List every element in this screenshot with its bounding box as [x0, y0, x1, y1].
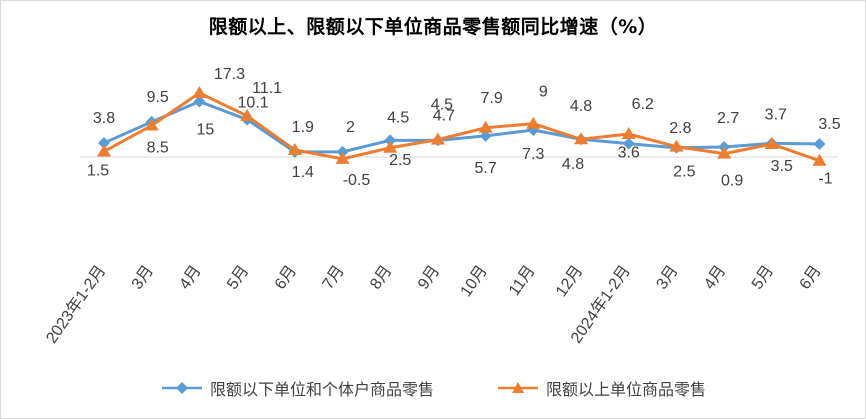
- legend-label-above-quota: 限额以上单位商品零售: [546, 380, 707, 399]
- triangle-marker-12: [621, 127, 636, 140]
- data-label-s1-16: 3.5: [818, 116, 840, 133]
- diamond-marker-7: [384, 134, 397, 147]
- x-tick-label-10: 11月: [506, 263, 539, 299]
- x-tick-label-14: 4月: [701, 263, 729, 293]
- x-tick-layer: 2023年1-2月 3月 4月 5月 6月 7月 8月 9月 10月 11月 12月2024年1-2…: [42, 262, 824, 347]
- triangle-marker-5: [287, 142, 302, 155]
- data-label-s2-6: -0.5: [343, 172, 371, 189]
- data-label-s2-12: 6.2: [632, 96, 654, 113]
- triangle-marker-2: [144, 118, 159, 131]
- data-label-s1-12: 3.6: [618, 145, 640, 162]
- diamond-marker-10: [527, 123, 540, 136]
- data-label-s2-1: 1.5: [87, 162, 109, 179]
- data-label-s2-5: 1.4: [292, 164, 314, 181]
- data-label-s2-3: 17.3: [214, 66, 245, 83]
- data-label-s2-15: 3.5: [771, 158, 793, 175]
- legend-label-below-quota: 限额以下单位和个体户商品零售: [209, 380, 434, 399]
- data-label-s2-8: 4.5: [431, 97, 453, 114]
- data-label-s2-13: 2.5: [673, 164, 695, 181]
- legend-item-below-quota: 限额以下单位和个体户商品零售: [160, 376, 434, 400]
- triangle-marker-10: [526, 116, 541, 129]
- chart-title: 限额以上、限额以下单位商品零售额同比增速（%）: [208, 16, 658, 38]
- data-label-s1-5: 1.9: [292, 119, 314, 136]
- diamond-marker-6: [336, 145, 349, 158]
- x-tick-label-1: 2023年1-2月: [42, 262, 109, 347]
- data-label-s1-15: 3.7: [765, 106, 787, 123]
- x-tick-label-13: 3月: [653, 263, 681, 293]
- x-tick-label-6: 7月: [320, 263, 348, 293]
- series-layer: [97, 85, 827, 166]
- triangle-marker-3: [192, 85, 207, 98]
- x-tick-label-2: 3月: [129, 263, 157, 293]
- data-label-s1-3: 15: [197, 122, 215, 139]
- legend-swatch-diamond: [161, 382, 202, 394]
- data-label-s1-11: 4.8: [570, 98, 592, 115]
- data-label-s1-10: 7.3: [522, 146, 544, 163]
- legend: 限额以下单位和个体户商品零售 限额以上单位商品零售: [0, 376, 866, 400]
- x-tick-label-3: 4月: [176, 263, 204, 293]
- data-label-s2-16: -1: [818, 171, 832, 188]
- diamond-marker-3: [193, 95, 206, 108]
- x-tick-label-5: 6月: [272, 263, 300, 293]
- triangle-marker-11: [574, 132, 588, 145]
- data-label-s1-6: 2: [346, 119, 355, 136]
- x-tick-label-16: 6月: [797, 263, 825, 293]
- legend-item-above-quota: 限额以上单位商品零售: [496, 376, 706, 400]
- triangle-marker-15: [764, 137, 779, 150]
- triangle-marker-8: [430, 132, 445, 145]
- x-tick-label-15: 5月: [749, 263, 777, 293]
- data-label-s1-4: 10.1: [238, 95, 269, 112]
- x-tick-label-11: 12月: [553, 263, 586, 300]
- data-label-s2-11: 4.8: [562, 156, 584, 173]
- x-tick-label-9: 10月: [458, 263, 491, 300]
- legend-swatch-triangle: [498, 382, 538, 393]
- triangle-marker-4: [240, 108, 255, 121]
- data-label-s2-7: 2.5: [389, 152, 411, 169]
- triangle-marker-13: [669, 139, 684, 152]
- data-label-s1-1: 3.8: [93, 110, 115, 127]
- data-label-s2-14: 0.9: [721, 173, 743, 190]
- diamond-marker-12: [622, 137, 635, 150]
- triangle-marker-1: [97, 144, 111, 157]
- data-label-s2-2: 8.5: [147, 140, 169, 157]
- data-label-s2-9: 7.9: [480, 90, 502, 107]
- data-label-s1-13: 2.8: [669, 120, 691, 137]
- data-label-s1-2: 9.5: [147, 89, 169, 106]
- x-tick-label-7: 8月: [367, 263, 395, 293]
- data-label-s1-7: 4.5: [387, 109, 409, 126]
- data-label-s2-4: 11.1: [252, 80, 282, 97]
- diamond-marker-1: [98, 136, 110, 149]
- x-tick-label-8: 9月: [415, 263, 443, 293]
- triangle-marker-6: [335, 151, 350, 164]
- diamond-marker-9: [479, 129, 492, 142]
- data-label-s1-9: 5.7: [474, 160, 496, 177]
- data-label-s2-10: 9: [539, 84, 548, 101]
- data-label-s1-14: 2.7: [717, 110, 739, 127]
- triangle-marker-7: [383, 140, 398, 153]
- series-line-2: [103, 91, 820, 163]
- series-line-1: [103, 99, 820, 154]
- triangle-marker-16: [812, 153, 827, 166]
- triangle-marker-14: [717, 146, 732, 159]
- x-tick-label-4: 5月: [224, 263, 252, 293]
- diamond-marker-16: [813, 138, 826, 151]
- data-label-s1-8: 4.7: [433, 107, 455, 124]
- triangle-marker-9: [478, 120, 493, 133]
